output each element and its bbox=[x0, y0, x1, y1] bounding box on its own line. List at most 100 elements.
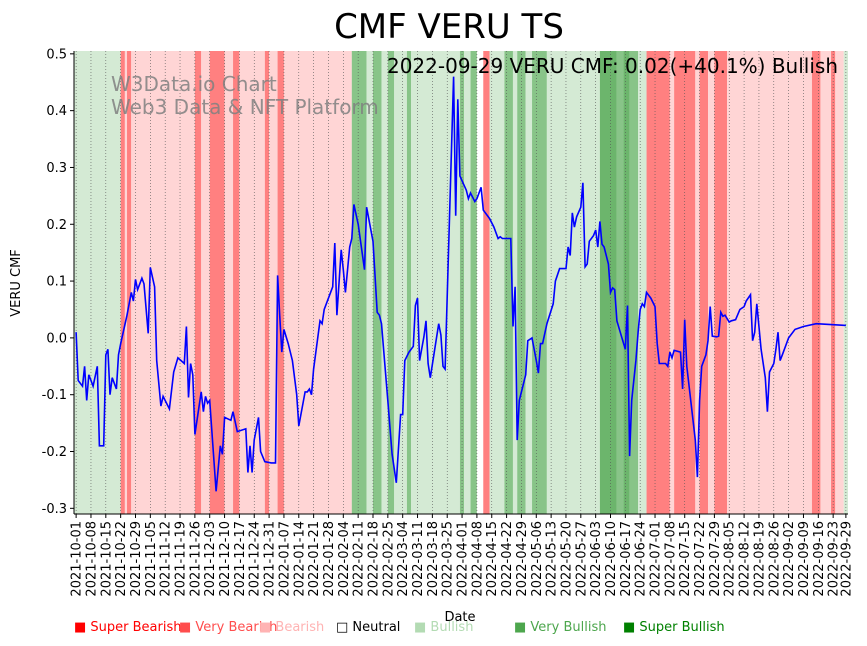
chart-title: CMF VERU TS bbox=[334, 7, 564, 47]
x-tick-label: 2022-06-24 bbox=[634, 521, 649, 597]
x-tick-label: 2022-01-28 bbox=[322, 521, 337, 597]
x-tick-label: 2022-05-27 bbox=[574, 521, 589, 597]
legend-swatch-icon: ■ bbox=[414, 620, 431, 635]
y-tick-label: 0.0 bbox=[46, 331, 67, 346]
region-very-bullish bbox=[504, 51, 513, 514]
cmf-line bbox=[75, 76, 846, 492]
region-very-bearish bbox=[233, 51, 240, 514]
x-tick-label: 2022-01-07 bbox=[277, 521, 292, 597]
legend-bullish: ■ Bullish bbox=[414, 620, 473, 635]
region-bullish bbox=[464, 51, 471, 514]
region-very-bearish bbox=[699, 51, 709, 514]
region-bearish bbox=[835, 51, 844, 514]
x-tick-label: 2022-09-23 bbox=[827, 521, 842, 597]
x-tick-label: 2022-02-11 bbox=[352, 521, 367, 597]
x-tick-label: 2021-11-19 bbox=[174, 521, 189, 597]
x-tick-label: 2022-06-03 bbox=[589, 521, 604, 597]
region-bullish bbox=[489, 51, 505, 514]
legend-swatch-icon: ■ bbox=[259, 620, 276, 635]
region-very-bearish bbox=[264, 51, 270, 514]
x-tick-label: 2021-10-01 bbox=[70, 521, 85, 597]
sentiment-regions bbox=[74, 51, 848, 514]
region-very-bullish bbox=[351, 51, 367, 514]
legend-swatch-icon: ■ bbox=[623, 620, 640, 635]
region-very-bullish bbox=[387, 51, 395, 514]
legend-label: Neutral bbox=[352, 620, 401, 635]
region-neutral bbox=[476, 51, 484, 514]
region-super-bullish bbox=[623, 51, 630, 514]
region-very-bearish bbox=[120, 51, 125, 514]
x-tick-label: 2021-10-15 bbox=[99, 521, 114, 597]
legend-neutral: □ Neutral bbox=[336, 620, 400, 635]
region-very-bullish bbox=[372, 51, 382, 514]
watermark-line-2: Web3 Data & NFT Platform bbox=[111, 95, 379, 119]
x-tick-label: 2021-11-26 bbox=[188, 521, 203, 597]
region-bearish bbox=[131, 51, 195, 514]
legend-swatch-icon: ■ bbox=[179, 620, 196, 635]
legend-label: Very Bullish bbox=[530, 620, 607, 635]
x-tick-label: 2022-09-09 bbox=[797, 521, 812, 597]
weekly-gridlines bbox=[75, 51, 847, 514]
region-bearish bbox=[820, 51, 832, 514]
watermark-line-1: W3Data.io Chart bbox=[111, 72, 277, 96]
region-very-bearish bbox=[811, 51, 821, 514]
legend-label: Bearish bbox=[275, 620, 325, 635]
x-tick-label: 2022-07-29 bbox=[708, 521, 723, 597]
x-tick-label: 2021-12-24 bbox=[248, 521, 263, 597]
x-tick-label: 2022-04-08 bbox=[470, 521, 485, 597]
x-ticks: 2021-10-01 2021-10-08 2021-10-15 2021-10-22… bbox=[70, 514, 854, 597]
x-tick-label: 2022-03-18 bbox=[426, 521, 441, 597]
region-bullish bbox=[381, 51, 388, 514]
region-bearish bbox=[283, 51, 352, 514]
x-tick-label: 2022-03-11 bbox=[411, 521, 426, 597]
region-bullish bbox=[638, 51, 647, 514]
region-bearish bbox=[744, 51, 812, 514]
region-bearish bbox=[708, 51, 715, 514]
x-tick-label: 2022-07-22 bbox=[693, 521, 708, 597]
x-tick-label: 2022-04-22 bbox=[500, 521, 515, 597]
x-tick-label: 2022-07-01 bbox=[649, 521, 664, 597]
x-tick-label: 2022-02-25 bbox=[381, 521, 396, 597]
x-tick-label: 2021-10-08 bbox=[85, 521, 100, 597]
legend-swatch-icon: ■ bbox=[74, 620, 91, 635]
legend-super-bearish: ■ Super Bearish bbox=[74, 620, 182, 635]
x-tick-label: 2021-11-05 bbox=[144, 521, 159, 597]
y-axis-label: VERU CMF bbox=[9, 249, 24, 317]
legend-label: Very Bearish bbox=[195, 620, 278, 635]
x-tick-label: 2022-08-19 bbox=[752, 521, 767, 597]
x-tick-label: 2022-03-04 bbox=[396, 521, 411, 597]
region-bullish bbox=[512, 51, 518, 514]
x-tick-label: 2022-03-25 bbox=[441, 521, 456, 597]
x-tick-label: 2021-12-31 bbox=[263, 521, 278, 597]
region-very-bearish bbox=[714, 51, 728, 514]
x-tick-label: 2022-04-29 bbox=[515, 521, 530, 597]
legend-label: Super Bearish bbox=[90, 620, 182, 635]
region-very-bearish bbox=[483, 51, 490, 514]
legend-bearish: ■ Bearish bbox=[259, 620, 324, 635]
region-very-bullish bbox=[470, 51, 477, 514]
x-tick-label: 2022-04-15 bbox=[485, 521, 500, 597]
x-tick-label: 2022-05-06 bbox=[530, 521, 545, 597]
x-tick-label: 2022-08-26 bbox=[767, 521, 782, 597]
y-ticks: -0.3 -0.2 -0.1 0.0 0.1 0.2 0.3 0.4 0.5 bbox=[42, 47, 74, 517]
region-very-bearish bbox=[127, 51, 132, 514]
x-tick-label: 2021-10-22 bbox=[114, 521, 129, 597]
y-tick-label: 0.3 bbox=[46, 161, 67, 176]
x-tick-label: 2022-08-05 bbox=[723, 521, 738, 597]
legend-very-bullish: ■ Very Bullish bbox=[514, 620, 606, 635]
region-bearish bbox=[695, 51, 700, 514]
region-very-bullish bbox=[629, 51, 639, 514]
region-bearish bbox=[201, 51, 210, 514]
axes bbox=[73, 51, 848, 515]
region-bearish bbox=[269, 51, 278, 514]
region-very-bullish bbox=[406, 51, 412, 514]
region-bearish bbox=[239, 51, 265, 514]
y-tick-label: 0.4 bbox=[46, 104, 67, 119]
x-tick-label: 2021-12-17 bbox=[233, 521, 248, 597]
region-very-bearish bbox=[209, 51, 225, 514]
y-tick-label: -0.3 bbox=[42, 502, 67, 517]
region-very-bullish bbox=[616, 51, 624, 514]
y-tick-label: -0.2 bbox=[42, 445, 67, 460]
region-bullish bbox=[74, 51, 121, 514]
